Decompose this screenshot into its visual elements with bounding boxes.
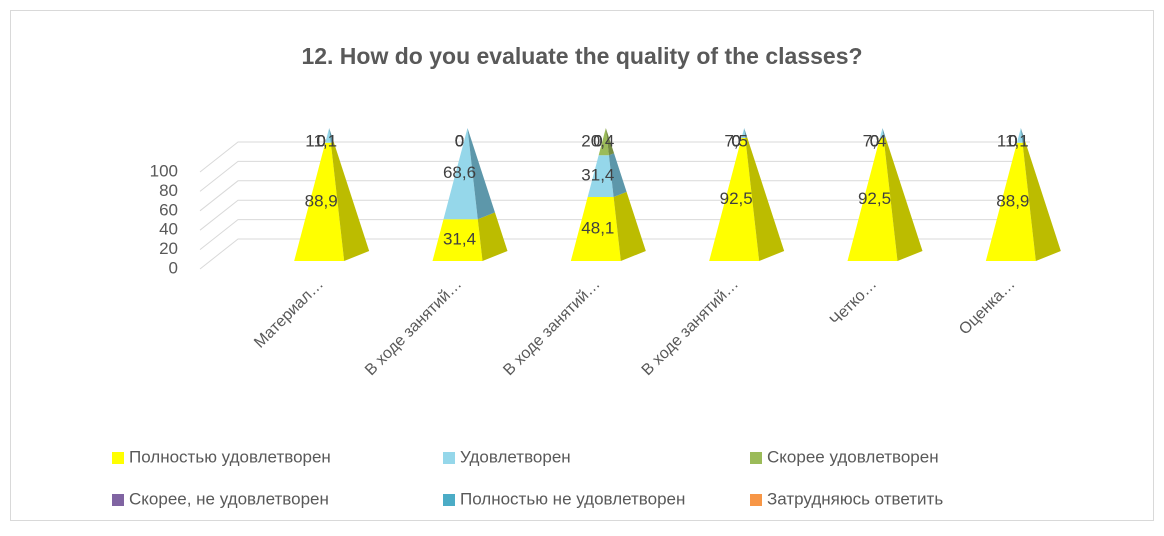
data-label: 0 bbox=[316, 131, 325, 150]
legend-label: Полностью не удовлетворен bbox=[460, 489, 685, 508]
y-tick-label: 80 bbox=[159, 181, 178, 200]
y-tick-label: 100 bbox=[150, 161, 178, 180]
data-label: 68,6 bbox=[443, 163, 476, 182]
data-label: 0 bbox=[593, 131, 602, 150]
data-label: 0 bbox=[731, 131, 740, 150]
legend-label: Скорее удовлетворен bbox=[767, 447, 939, 466]
y-tick-label: 60 bbox=[159, 200, 178, 219]
chart-border bbox=[11, 11, 1154, 521]
data-label: 0 bbox=[870, 131, 879, 150]
y-tick-label: 40 bbox=[159, 220, 178, 239]
legend-swatch bbox=[112, 494, 124, 506]
data-label: 48,1 bbox=[581, 218, 614, 237]
chart-title: 12. How do you evaluate the quality of t… bbox=[301, 43, 862, 69]
data-label: 31,4 bbox=[581, 166, 614, 185]
y-tick-label: 0 bbox=[169, 258, 178, 277]
data-label: 92,5 bbox=[720, 189, 753, 208]
data-label: 88,9 bbox=[996, 191, 1029, 210]
data-label: 88,9 bbox=[305, 191, 338, 210]
legend-label: Удовлетворен bbox=[460, 447, 571, 466]
legend-swatch bbox=[443, 452, 455, 464]
legend-label: Полностью удовлетворен bbox=[129, 447, 331, 466]
y-tick-label: 20 bbox=[159, 239, 178, 258]
data-label: 0 bbox=[455, 131, 464, 150]
legend-swatch bbox=[112, 452, 124, 464]
legend-label: Скорее, не удовлетворен bbox=[129, 489, 329, 508]
data-label: 31,4 bbox=[443, 230, 476, 249]
data-label: 92,5 bbox=[858, 189, 891, 208]
legend-swatch bbox=[750, 452, 762, 464]
legend-swatch bbox=[443, 494, 455, 506]
legend-label: Затрудняюсь ответить bbox=[767, 489, 943, 508]
data-label: 0 bbox=[1008, 131, 1017, 150]
legend-swatch bbox=[750, 494, 762, 506]
